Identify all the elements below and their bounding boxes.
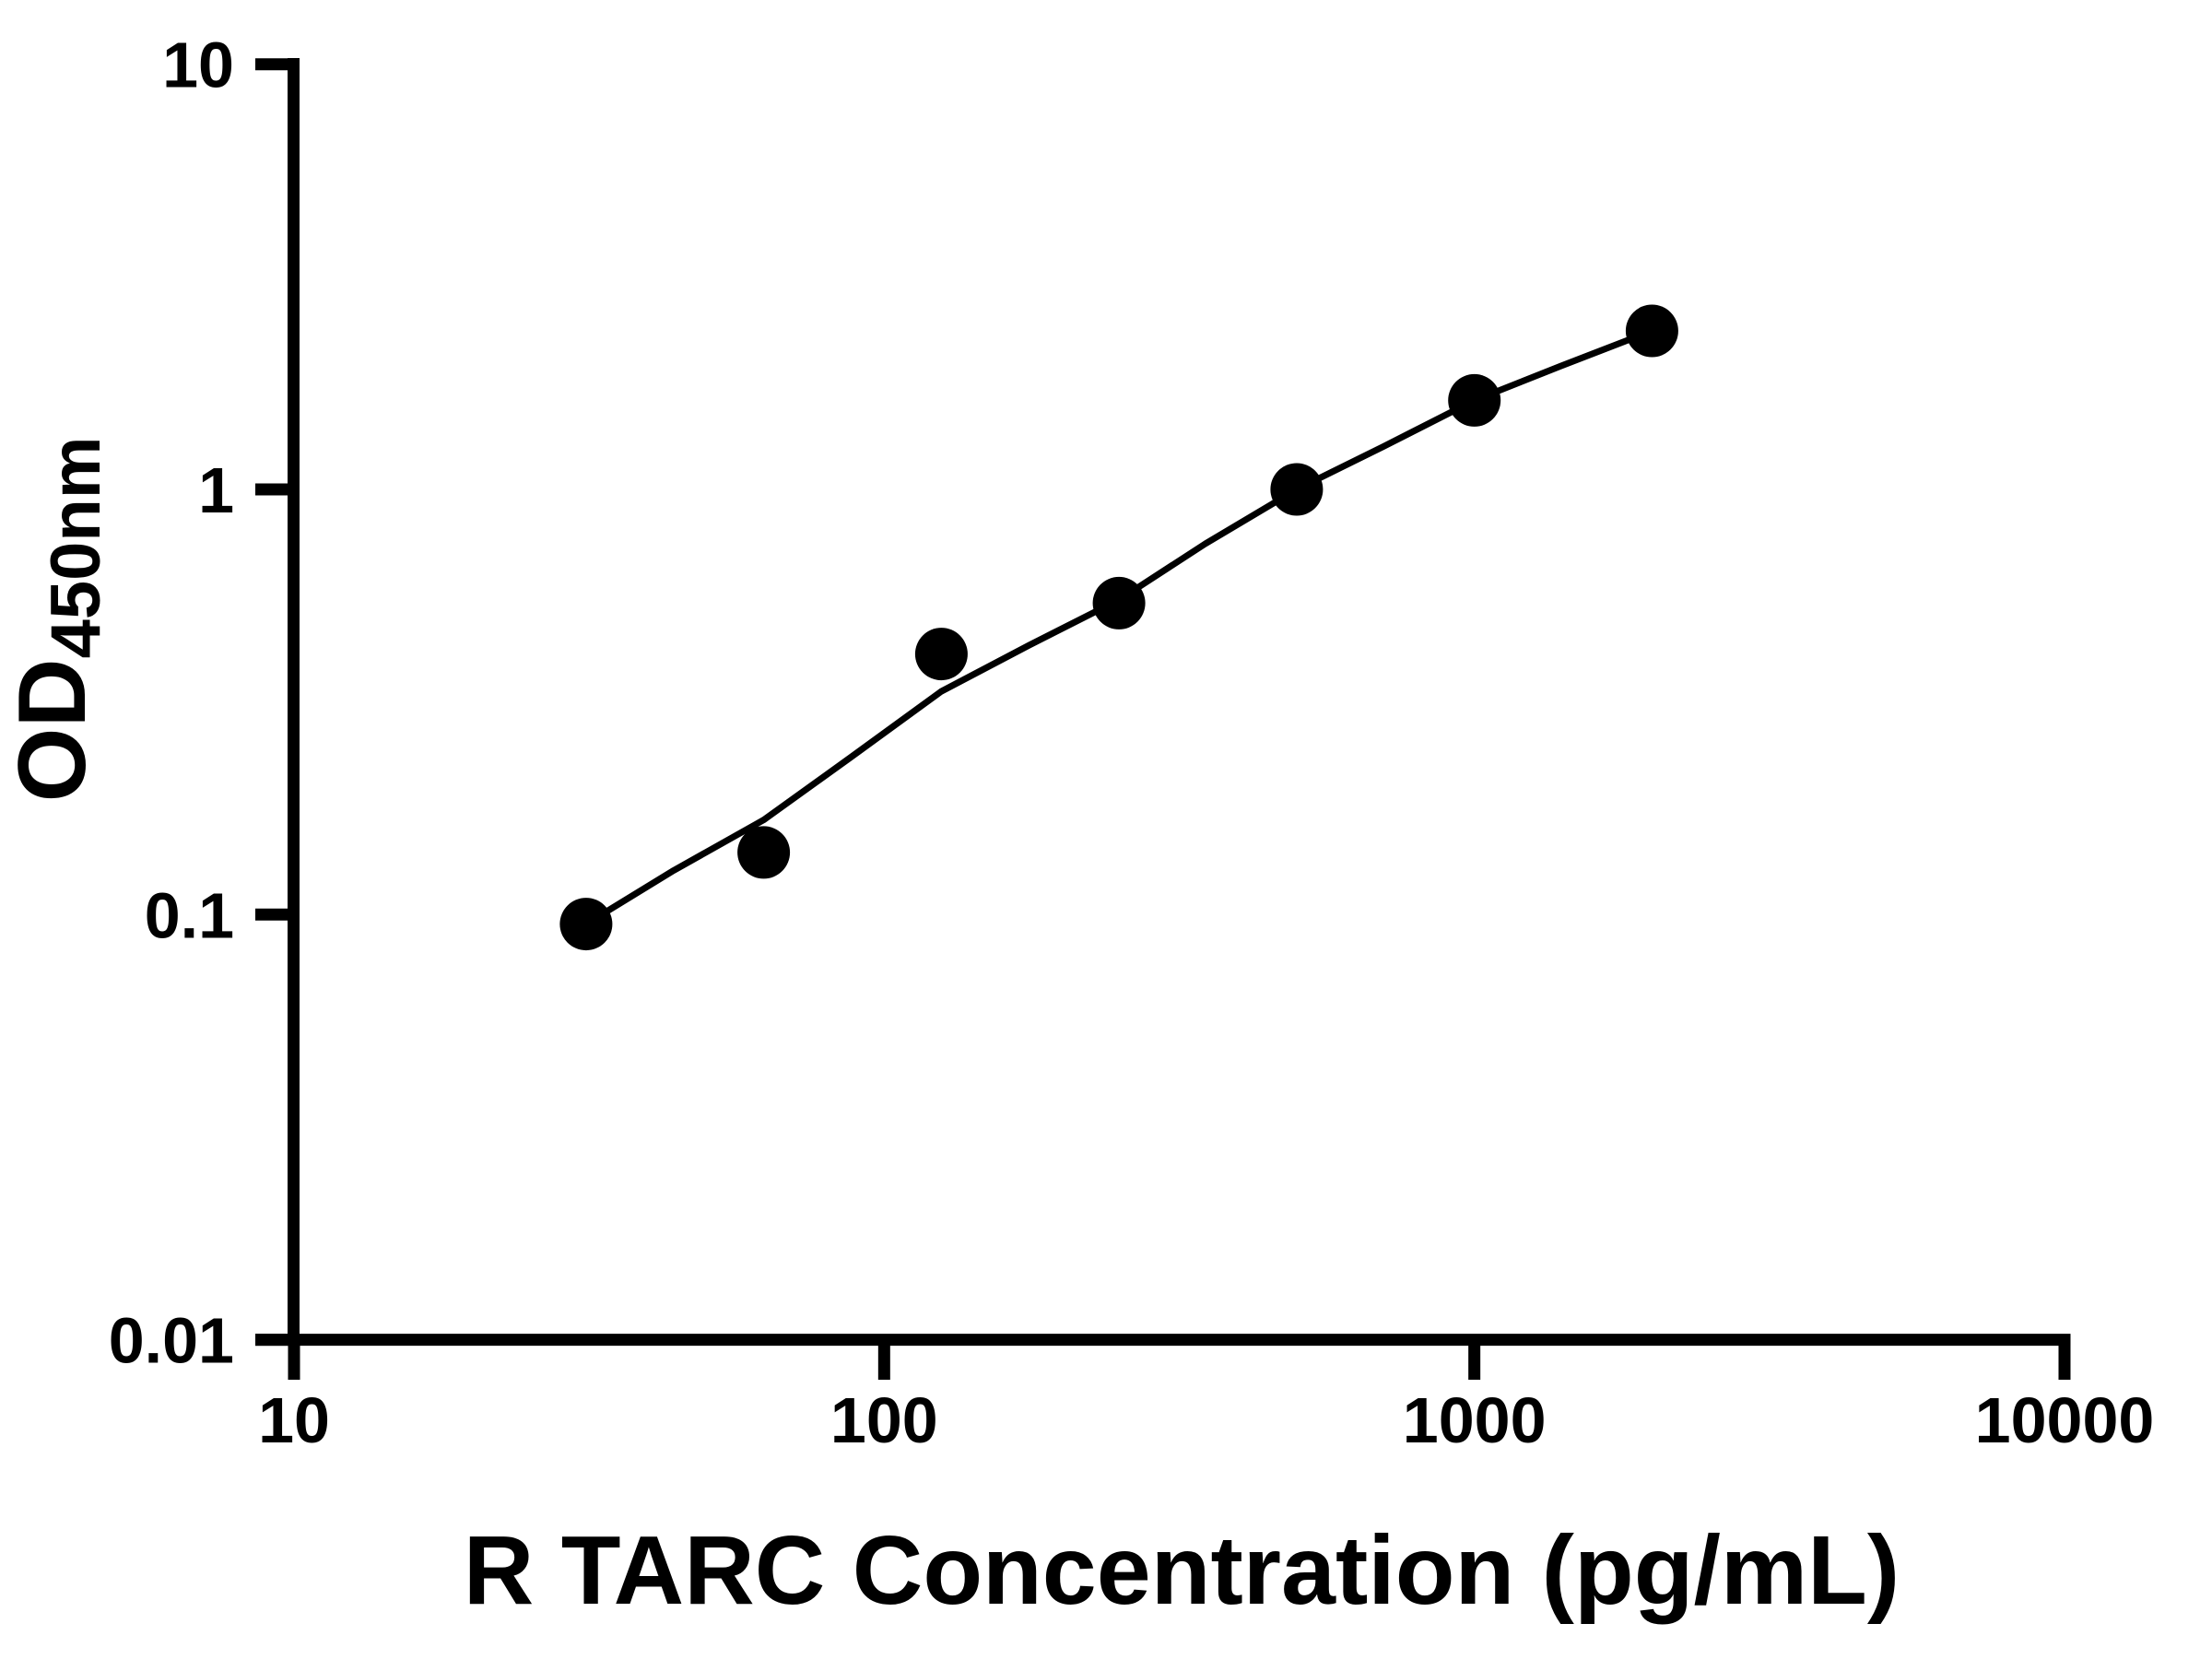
y-tick-label: 0.1 [145, 879, 234, 951]
data-point-marker [1625, 304, 1678, 358]
x-tick-label: 1000 [1403, 1384, 1547, 1456]
y-axis-ticks: 10 1 0.1 0.01 [109, 29, 300, 1377]
y-tick-label: 0.01 [109, 1305, 234, 1377]
y-axis-title: OD450nm [0, 437, 115, 803]
y-axis-title-subscript: 450nm [37, 437, 115, 659]
data-point-marker [1448, 373, 1501, 427]
data-point-marker [559, 898, 613, 951]
data-point-marker [1270, 463, 1324, 516]
y-tick-label: 10 [162, 29, 234, 101]
y-tick-label: 1 [198, 454, 234, 526]
x-axis-ticks: 10 100 1000 10000 [258, 1340, 2154, 1456]
x-tick-label: 10 [258, 1384, 330, 1456]
data-point-marker [914, 628, 968, 681]
x-tick-label: 10000 [1975, 1384, 2155, 1456]
x-axis: 10 100 1000 10000 R TARC Concentration (pg/… [255, 1334, 2154, 1625]
x-tick-label: 100 [830, 1384, 938, 1456]
data-point-marker [737, 826, 791, 879]
y-axis-title-main: OD [0, 658, 106, 802]
data-points-layer [559, 304, 1678, 951]
data-point-marker [1092, 576, 1146, 629]
x-axis-title: R TARC Concentration (pg/mL) [464, 1516, 1900, 1625]
y-axis: 10 1 0.1 0.01 OD450nm [0, 29, 300, 1377]
